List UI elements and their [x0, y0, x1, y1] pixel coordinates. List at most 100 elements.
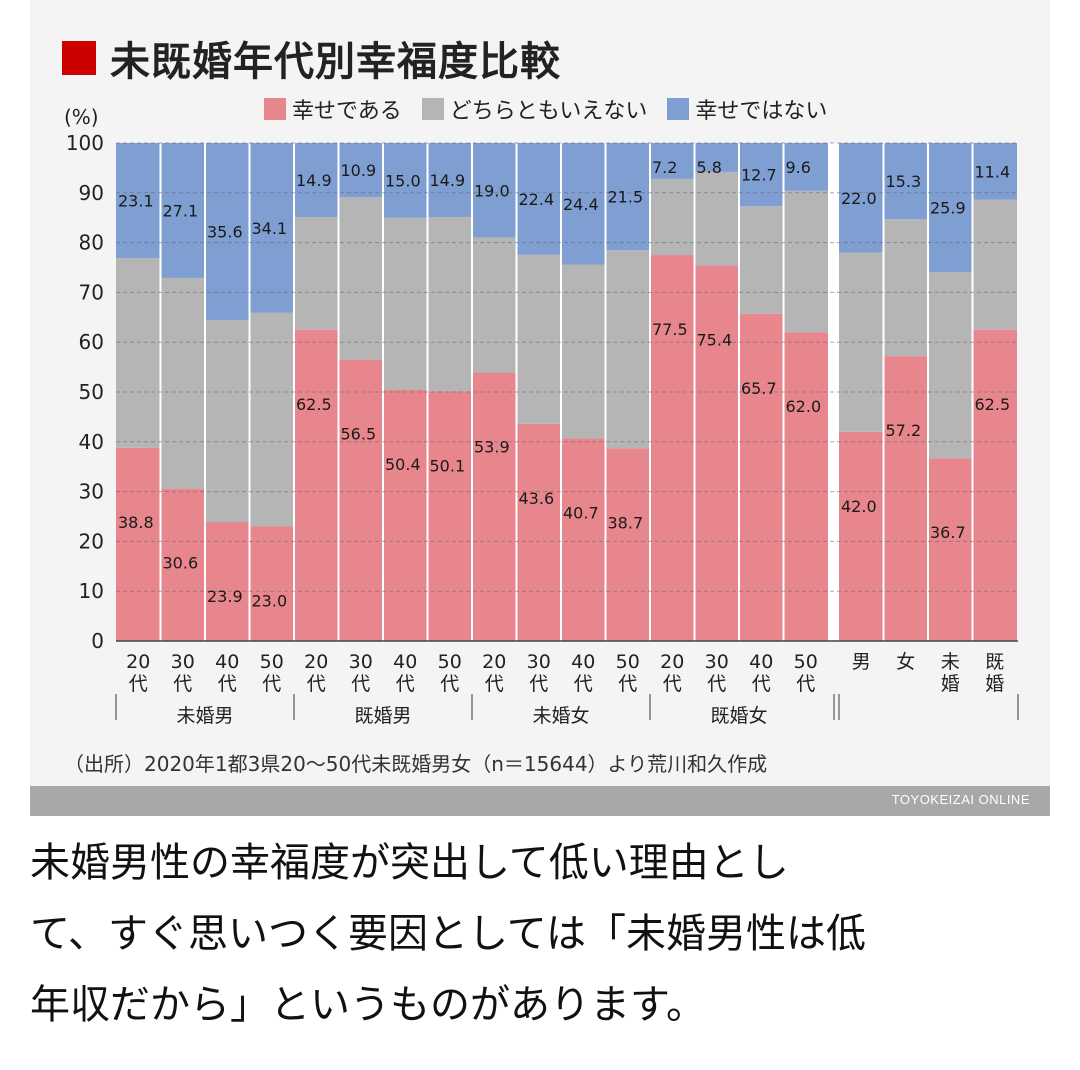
x-tick-label: 50: [438, 651, 462, 673]
y-tick-label: 0: [91, 629, 104, 653]
article-line: 年収だから」というものがあります。: [30, 982, 706, 1028]
x-tick-label: 30: [171, 651, 195, 673]
bar-segment-neutral: [249, 312, 294, 527]
data-label-happy: 75.4: [697, 331, 733, 350]
bar-segment-unhappy: [249, 143, 294, 313]
data-label-unhappy: 34.1: [252, 219, 288, 238]
bar-segment-neutral: [561, 264, 606, 439]
x-tick-label: 代: [618, 673, 637, 695]
x-tick-label: 代: [707, 673, 726, 695]
data-label-happy: 40.7: [563, 503, 599, 522]
x-tick-label: 40: [393, 651, 417, 673]
x-tick-label: 30: [705, 651, 729, 673]
bar-segment-neutral: [294, 217, 339, 330]
data-label-happy: 36.7: [930, 523, 966, 542]
bar-segment-neutral: [205, 320, 250, 522]
data-label-unhappy: 12.7: [741, 166, 777, 185]
data-label-happy: 53.9: [474, 438, 510, 457]
y-tick-label: 60: [79, 330, 104, 354]
bar-segment-happy: [694, 265, 739, 641]
group-label: 既婚女: [710, 705, 767, 727]
bar-segment-unhappy: [972, 143, 1017, 200]
footer-bar: TOYOKEIZAI ONLINE: [30, 786, 1050, 816]
chart-title: 未既婚年代別幸福度比較: [110, 39, 561, 85]
bar-segment-neutral: [694, 171, 739, 266]
x-tick-label: 50: [260, 651, 284, 673]
x-tick-label: 婚: [985, 673, 1004, 695]
x-tick-label: 50: [616, 651, 640, 673]
bar-segment-neutral: [427, 217, 472, 392]
bar-segment-happy: [160, 488, 205, 641]
x-tick-label: 女: [896, 651, 915, 673]
bar-segment-happy: [427, 391, 472, 641]
x-tick-label: 代: [218, 673, 237, 695]
data-label-unhappy: 14.9: [430, 171, 466, 190]
x-tick-label: 30: [349, 651, 373, 673]
data-label-unhappy: 35.6: [207, 223, 243, 242]
bar-segment-happy: [605, 448, 650, 641]
y-tick-label: 90: [79, 181, 104, 205]
data-label-happy: 62.0: [786, 397, 822, 416]
legend-swatch-neutral: [421, 98, 444, 120]
source-note: （出所）2020年1都3県20〜50代未既婚男女（n＝15644）より荒川和久作…: [64, 752, 768, 776]
bar-segment-happy: [294, 329, 339, 641]
data-label-happy: 50.1: [430, 457, 466, 476]
bar-segment-unhappy: [472, 143, 517, 238]
bar-segment-neutral: [783, 190, 828, 333]
x-tick-label: 30: [527, 651, 551, 673]
data-label-happy: 77.5: [652, 320, 688, 339]
legend-label-happy: 幸せである: [292, 99, 402, 124]
bar-segment-happy: [472, 372, 517, 641]
bar-segment-unhappy: [650, 143, 695, 179]
x-tick-label: 20: [660, 651, 684, 673]
bar-segment-unhappy: [694, 143, 739, 172]
data-label-happy: 56.5: [341, 425, 377, 444]
data-label-unhappy: 22.4: [519, 190, 555, 209]
data-label-unhappy: 7.2: [652, 158, 677, 177]
y-tick-label: 10: [79, 579, 104, 603]
x-tick-label: 代: [262, 673, 281, 695]
x-tick-label: 20: [126, 651, 150, 673]
bar-segment-neutral: [972, 199, 1017, 330]
data-label-happy: 57.2: [886, 421, 922, 440]
bar-segment-happy: [783, 332, 828, 641]
article-text: 未婚男性の幸福度が突出して低い理由とし て、すぐ思いつく要因としては「未婚男性は…: [30, 828, 1050, 1041]
footer-brand: TOYOKEIZAI ONLINE: [891, 792, 1030, 807]
bar-segment-unhappy: [116, 143, 161, 259]
legend-item-neutral: どちらともいえない: [421, 93, 647, 125]
data-label-happy: 50.4: [385, 455, 421, 474]
bar-segment-unhappy: [605, 143, 650, 251]
x-tick-label: 代: [574, 673, 593, 695]
bar-segment-neutral: [650, 178, 695, 256]
x-tick-label: 40: [215, 651, 239, 673]
bar-segment-neutral: [516, 254, 561, 424]
bar-segment-neutral: [338, 197, 383, 360]
x-tick-label: 未: [941, 651, 960, 673]
bar-segment-happy: [205, 521, 250, 641]
y-axis-label: (%): [64, 105, 99, 129]
bar-segment-unhappy: [561, 143, 606, 265]
bar-segment-neutral: [605, 250, 650, 449]
stacked-bar-chart: (%) 0 10 20 30 40 50 60 70 80 90 100 38.8 23.1 30.6 27.…: [64, 105, 1019, 727]
y-tick-label: 40: [79, 430, 104, 454]
data-label-happy: 23.9: [207, 587, 243, 606]
data-label-unhappy: 10.9: [341, 161, 377, 180]
bar-segment-happy: [883, 356, 928, 641]
bar-segment-happy: [249, 526, 294, 641]
x-tick-label: 代: [796, 673, 815, 695]
x-tick-label: 婚: [941, 673, 960, 695]
bar-segment-happy: [516, 423, 561, 641]
bar-segment-neutral: [383, 217, 428, 391]
data-label-happy: 43.6: [519, 489, 555, 508]
y-tick-label: 30: [79, 480, 104, 504]
bar-segment-unhappy: [516, 143, 561, 255]
x-tick-label: 男: [852, 651, 871, 673]
bar-segment-unhappy: [839, 143, 884, 253]
x-tick-label: 40: [571, 651, 595, 673]
bar-segment-neutral: [928, 271, 973, 459]
bar-segment-happy: [650, 255, 695, 642]
data-label-unhappy: 23.1: [118, 192, 154, 211]
y-tick-label: 50: [79, 380, 104, 404]
data-label-happy: 38.7: [608, 513, 644, 532]
article-line: 未婚男性の幸福度が突出して低い理由とし: [30, 840, 789, 886]
